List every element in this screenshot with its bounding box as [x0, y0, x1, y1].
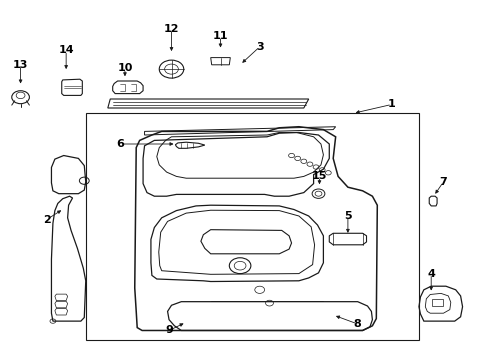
Text: 1: 1 [388, 99, 396, 109]
Text: 9: 9 [165, 325, 173, 336]
Text: 12: 12 [164, 24, 179, 34]
Text: 11: 11 [213, 31, 228, 41]
Text: 5: 5 [344, 211, 352, 221]
Text: 2: 2 [43, 215, 50, 225]
Text: 6: 6 [116, 139, 124, 149]
Text: 7: 7 [440, 177, 447, 187]
Text: 4: 4 [427, 269, 435, 279]
Text: 3: 3 [256, 42, 264, 52]
Text: 13: 13 [13, 60, 28, 70]
Text: 8: 8 [354, 319, 362, 329]
Text: 15: 15 [312, 171, 327, 181]
Text: 14: 14 [58, 45, 74, 55]
Text: 10: 10 [117, 63, 133, 73]
